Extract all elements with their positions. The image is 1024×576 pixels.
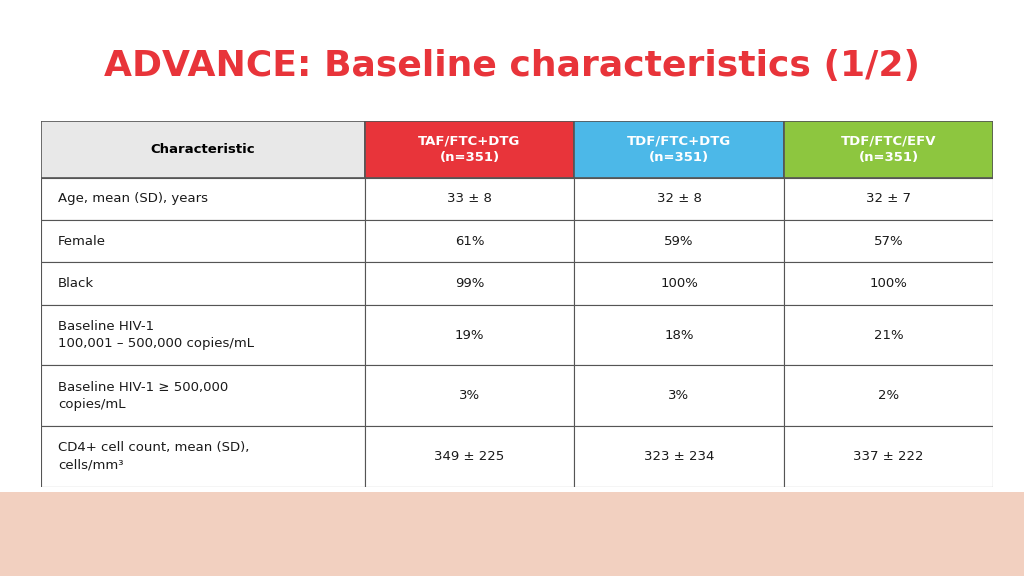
Text: Female: Female xyxy=(58,234,106,248)
Text: 3%: 3% xyxy=(669,389,689,402)
Bar xyxy=(41,426,365,487)
Text: #IAS2019: #IAS2019 xyxy=(451,515,519,528)
Text: TDF/FTC/EFV
(n=351): TDF/FTC/EFV (n=351) xyxy=(841,134,936,164)
Text: 3%: 3% xyxy=(459,389,480,402)
Text: 2%: 2% xyxy=(878,389,899,402)
Text: 337 ± 222: 337 ± 222 xyxy=(853,450,924,463)
Text: 18%: 18% xyxy=(665,329,694,342)
Text: 349 ± 225: 349 ± 225 xyxy=(434,450,505,463)
Bar xyxy=(574,177,783,220)
Text: Black: Black xyxy=(58,277,94,290)
Text: 61%: 61% xyxy=(455,234,484,248)
Bar xyxy=(365,366,574,426)
Text: www.ias2019.org: www.ias2019.org xyxy=(451,544,572,558)
Bar xyxy=(41,366,365,426)
Bar xyxy=(41,220,365,263)
Bar xyxy=(41,121,365,177)
Bar xyxy=(41,177,365,220)
Text: TAF/FTC+DTG
(n=351): TAF/FTC+DTG (n=351) xyxy=(419,134,520,164)
Bar xyxy=(41,305,365,366)
Bar xyxy=(365,220,574,263)
Bar xyxy=(574,121,783,177)
Text: Find this presentation on: Find this presentation on xyxy=(269,544,451,558)
Text: 32 ± 8: 32 ± 8 xyxy=(656,192,701,205)
Bar xyxy=(365,121,574,177)
Text: 100%: 100% xyxy=(660,277,698,290)
Text: 33 ± 8: 33 ± 8 xyxy=(447,192,492,205)
Bar xyxy=(574,305,783,366)
Bar xyxy=(574,263,783,305)
Bar xyxy=(365,305,574,366)
Bar xyxy=(783,263,993,305)
Bar xyxy=(41,263,365,305)
Text: CD4+ cell count, mean (SD),
cells/mm³: CD4+ cell count, mean (SD), cells/mm³ xyxy=(58,441,250,471)
Bar xyxy=(783,366,993,426)
Bar xyxy=(783,177,993,220)
Text: 21%: 21% xyxy=(873,329,903,342)
Bar xyxy=(365,177,574,220)
Text: 99%: 99% xyxy=(455,277,484,290)
Bar xyxy=(574,220,783,263)
Text: 323 ± 234: 323 ± 234 xyxy=(644,450,714,463)
Bar xyxy=(574,366,783,426)
Bar xyxy=(783,305,993,366)
Text: 100%: 100% xyxy=(869,277,907,290)
Bar xyxy=(783,220,993,263)
Text: 57%: 57% xyxy=(873,234,903,248)
Text: 59%: 59% xyxy=(665,234,694,248)
Text: ADVANCE: Baseline characteristics (1/2): ADVANCE: Baseline characteristics (1/2) xyxy=(104,49,920,83)
Text: Age, mean (SD), years: Age, mean (SD), years xyxy=(58,192,208,205)
Text: Baseline HIV-1 ≥ 500,000
copies/mL: Baseline HIV-1 ≥ 500,000 copies/mL xyxy=(58,381,228,411)
Text: TDF/FTC+DTG
(n=351): TDF/FTC+DTG (n=351) xyxy=(627,134,731,164)
Text: 19%: 19% xyxy=(455,329,484,342)
Text: Share your thoughts using: Share your thoughts using xyxy=(259,515,451,528)
Bar xyxy=(783,121,993,177)
Text: Baseline HIV-1
100,001 – 500,000 copies/mL: Baseline HIV-1 100,001 – 500,000 copies/… xyxy=(58,320,254,350)
Text: Characteristic: Characteristic xyxy=(151,143,255,156)
Bar xyxy=(574,426,783,487)
Text: 32 ± 7: 32 ± 7 xyxy=(866,192,911,205)
Bar xyxy=(783,426,993,487)
Bar xyxy=(365,426,574,487)
Bar xyxy=(365,263,574,305)
